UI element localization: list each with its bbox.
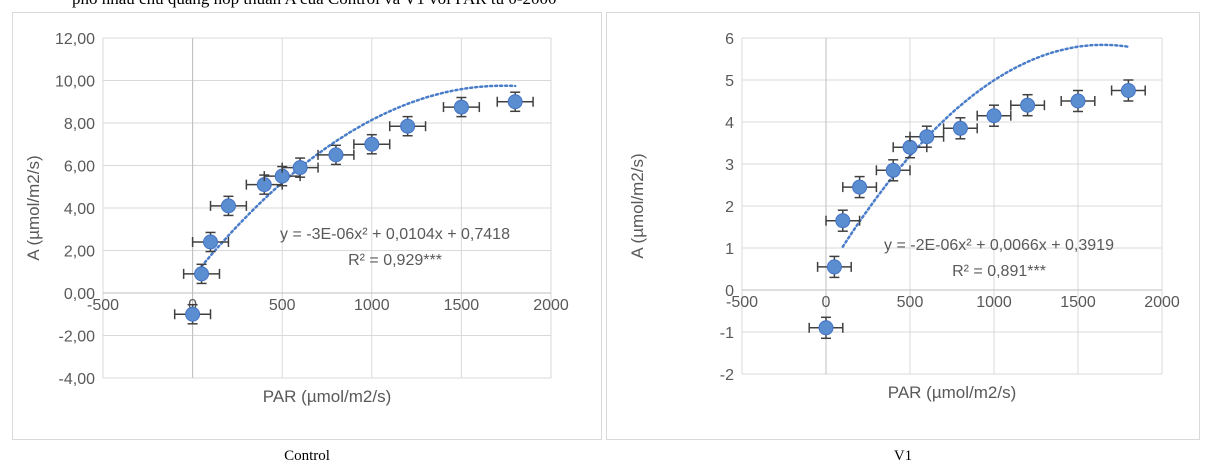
x-tick-label: -500 (726, 294, 758, 311)
y-axis-title: A (µmol/m2/s) (628, 153, 647, 258)
data-point (281, 157, 319, 178)
x-tick-label: 1500 (1060, 294, 1096, 311)
x-tick-label: 0 (822, 294, 831, 311)
trend-r-squared: R² = 0,929*** (348, 252, 442, 269)
data-marker (328, 147, 344, 163)
y-tick-label: 12,00 (55, 31, 95, 48)
x-tick-label: 500 (269, 297, 296, 314)
x-tick-label: 1000 (354, 297, 390, 314)
data-point (1060, 89, 1096, 113)
y-tick-label: -2,00 (59, 329, 96, 346)
data-marker (826, 259, 842, 275)
data-marker (194, 266, 210, 282)
data-marker (185, 306, 201, 322)
data-point (942, 117, 978, 140)
data-marker (818, 320, 834, 336)
data-point (173, 303, 212, 325)
data-point (182, 263, 221, 285)
cropped-header-text: pho nhau chu quang hop thuan A cua Contr… (0, 0, 1208, 12)
y-tick-label: 2 (725, 199, 734, 216)
trend-equation: y = -2E-06x² + 0,0066x + 0,3919 (884, 237, 1114, 254)
y-tick-label: 4 (725, 115, 734, 132)
x-tick-label: 2000 (1144, 294, 1180, 311)
y-tick-label: 0 (725, 283, 734, 300)
y-tick-label: -4,00 (59, 371, 96, 388)
y-tick-label: 4,00 (64, 201, 95, 218)
data-point (875, 159, 911, 182)
data-point (317, 144, 355, 166)
data-marker (220, 198, 236, 214)
chart-v1: -2 -1 0 1 2 3 4 5 6 -500 0 500 1000 1500 2000 PAR (µmol… (606, 12, 1200, 440)
data-point (842, 175, 878, 199)
x-tick-label: -500 (87, 297, 119, 314)
data-marker (400, 118, 416, 134)
data-marker (1020, 97, 1036, 113)
data-point (353, 133, 391, 155)
x-tick-label: 2000 (533, 297, 569, 314)
y-tick-label: -2 (720, 367, 734, 384)
data-marker (902, 139, 918, 155)
data-marker (885, 162, 901, 178)
data-marker (952, 120, 968, 136)
x-axis-title: PAR (µmol/m2/s) (888, 383, 1017, 402)
data-point (909, 125, 945, 148)
data-marker (453, 99, 469, 115)
trendline (841, 43, 1130, 248)
data-point (209, 195, 248, 217)
trendline (200, 84, 517, 268)
data-point (808, 316, 844, 340)
chart-control-svg: -4,00 -2,00 0,00 2,00 4,00 6,00 8,00 10,00 12,00… (24, 31, 569, 406)
data-point (976, 104, 1012, 127)
data-marker (852, 179, 868, 195)
data-marker (364, 136, 380, 152)
y-tick-label: 3 (725, 157, 734, 174)
y-tick-label: -1 (720, 325, 734, 342)
x-tick-label: 1500 (444, 297, 480, 314)
data-marker (507, 94, 523, 110)
data-marker (835, 213, 851, 229)
y-tick-label: 10,00 (55, 74, 95, 91)
trend-r-squared: R² = 0,891*** (952, 263, 1046, 280)
y-tick-label: 6 (725, 31, 734, 48)
y-tick-label: 6,00 (64, 159, 95, 176)
data-marker (1070, 93, 1086, 109)
chart-control: -4,00 -2,00 0,00 2,00 4,00 6,00 8,00 10,00 12,00… (12, 12, 602, 440)
x-axis-title: PAR (µmol/m2/s) (263, 387, 392, 406)
data-marker (292, 160, 308, 176)
data-point (496, 91, 534, 113)
x-tick-label: 1000 (976, 294, 1012, 311)
data-marker (203, 234, 219, 250)
data-point (263, 165, 301, 187)
data-marker (1120, 83, 1136, 98)
y-axis-title: A (µmol/m2/s) (24, 155, 43, 260)
y-tick-label: 2,00 (64, 244, 95, 261)
data-point (442, 96, 481, 118)
y-tick-label: 1 (725, 241, 734, 258)
data-point (1110, 79, 1146, 102)
data-point (191, 231, 230, 253)
trend-equation: y = -3E-06x² + 0,0104x + 0,7418 (280, 226, 510, 243)
data-point (1010, 93, 1046, 117)
data-point (825, 209, 861, 232)
caption-control: Control (284, 448, 330, 464)
y-tick-label: 0,00 (64, 286, 95, 303)
data-marker (986, 108, 1002, 124)
x-tick-label: 500 (897, 294, 924, 311)
y-tick-label: 8,00 (64, 116, 95, 133)
data-point (388, 115, 427, 137)
data-point (816, 255, 852, 279)
data-marker (919, 129, 935, 145)
caption-v1: V1 (893, 448, 913, 464)
y-tick-label: 5 (725, 73, 734, 90)
